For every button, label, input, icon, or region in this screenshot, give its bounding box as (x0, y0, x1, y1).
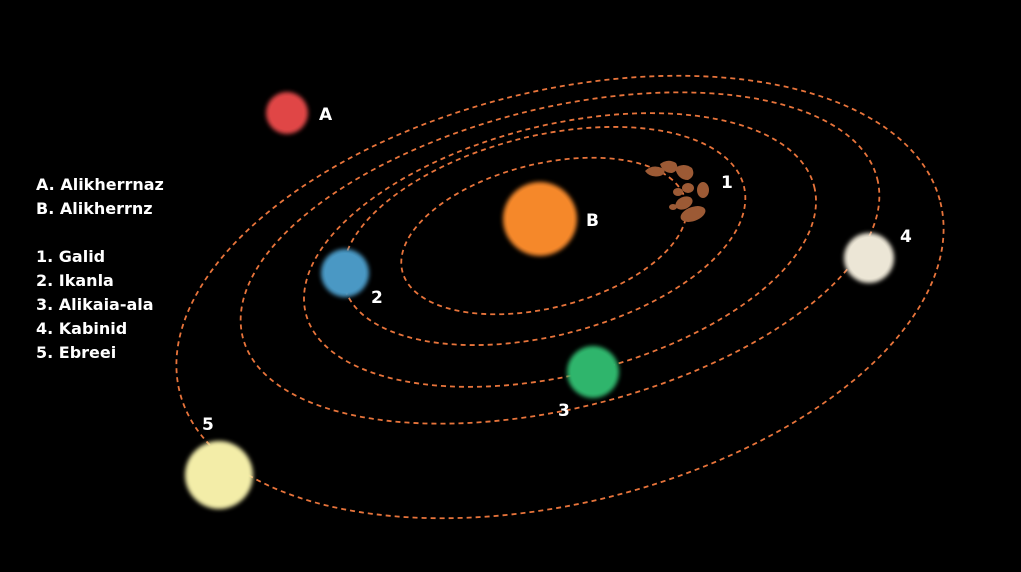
legend: A. Alikherrnaz B. Alikherrnz 1. Galid 2.… (36, 175, 164, 362)
legend-planet-3: 3. Alikaia-ala (36, 295, 154, 314)
planet-2-label: 2 (371, 288, 383, 308)
planet-2-body (325, 253, 365, 293)
orbit-2 (341, 126, 747, 346)
legend-planet-2: 2. Ikanla (36, 271, 114, 290)
planet-3-label: 3 (558, 401, 570, 421)
legend-planet-4: 4. Kabinid (36, 319, 127, 338)
planet-3: 3 (558, 346, 619, 421)
orbit-3 (303, 112, 817, 388)
star-b-label: B (586, 211, 599, 231)
orbit-4 (239, 91, 881, 425)
legend-planet-5: 5. Ebreei (36, 343, 116, 362)
star-a-label: A (319, 105, 333, 125)
planet-1-label: 1 (721, 173, 733, 193)
star-b: B (503, 182, 599, 256)
legend-star-a: A. Alikherrnaz (36, 175, 164, 194)
asteroid-cluster-icon (645, 160, 709, 222)
star-a-body (270, 96, 304, 130)
planet-4: 4 (844, 227, 912, 283)
orbit-5 (175, 74, 945, 520)
planet-4-label: 4 (900, 227, 912, 247)
star-a: A (266, 92, 333, 134)
planet-1: 1 (645, 160, 733, 222)
legend-star-b: B. Alikherrnz (36, 199, 153, 218)
planet-4-body (848, 237, 890, 279)
planet-2: 2 (321, 249, 383, 308)
legend-planet-1: 1. Galid (36, 247, 105, 266)
planet-5-body (190, 446, 248, 504)
orbits (175, 74, 945, 520)
planet-5-label: 5 (202, 415, 214, 435)
planet-3-body (571, 350, 615, 394)
planet-5: 5 (185, 415, 253, 509)
star-b-body (507, 186, 573, 252)
